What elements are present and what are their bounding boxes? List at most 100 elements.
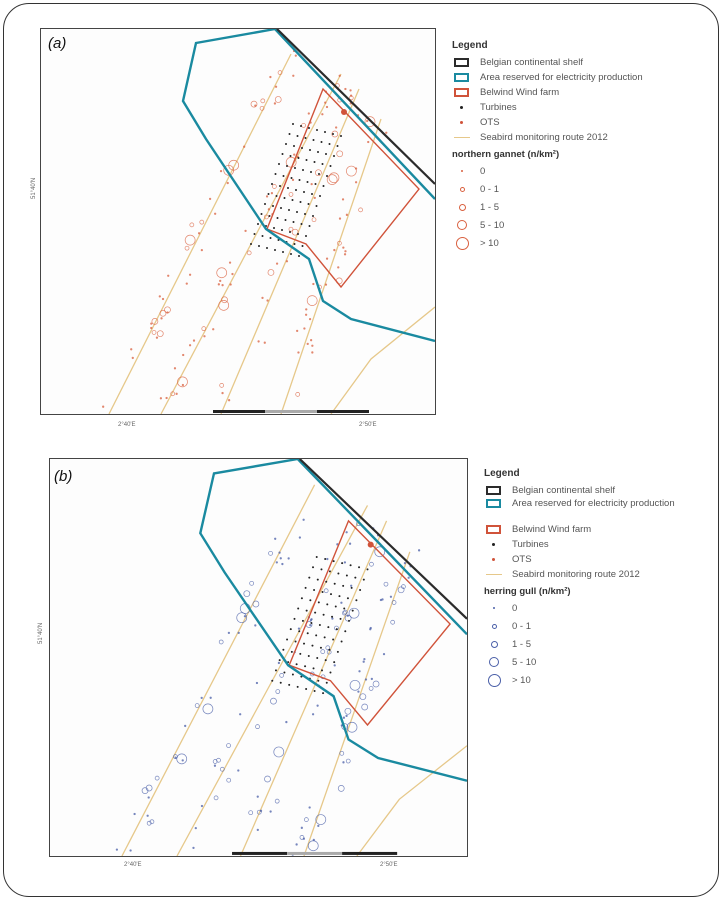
turbine-marker: [273, 227, 275, 229]
density-class: > 10: [484, 671, 714, 689]
turbine-marker: [300, 223, 303, 225]
map-panel-b: [49, 458, 468, 857]
bird-observation-marker: [279, 673, 285, 678]
bird-observation-marker: [345, 714, 348, 718]
bird-observation-marker: [337, 785, 345, 792]
bird-observation-marker: [316, 704, 319, 707]
turbine-marker: [272, 205, 274, 207]
density-circle-icon: [452, 183, 472, 195]
legend-item: Belgian continental shelf: [484, 483, 714, 498]
bird-observation-marker: [161, 297, 165, 301]
turbine-marker: [304, 137, 307, 139]
turbine-marker: [331, 615, 334, 618]
density-class: 0: [452, 162, 717, 180]
bird-observation-marker: [273, 746, 285, 758]
bird-observation-marker: [228, 261, 232, 264]
bird-observation-marker: [219, 279, 222, 282]
turbine-marker: [310, 171, 312, 173]
bird-observation-marker: [254, 104, 257, 107]
continental-shelf-boundary: [299, 459, 467, 620]
turbine-marker: [281, 229, 283, 231]
bird-observation-marker: [326, 174, 338, 185]
bird-observation-marker: [200, 696, 203, 700]
bird-observation-marker: [337, 240, 342, 246]
turbine-marker: [321, 669, 324, 672]
bird-observation-marker: [213, 764, 217, 767]
bird-observation-marker: [212, 759, 218, 764]
survey-route-line: [239, 520, 388, 856]
bird-observation-marker: [184, 724, 187, 728]
turbine-marker: [303, 191, 305, 193]
bird-observation-marker: [244, 229, 247, 233]
bird-observation-marker: [146, 820, 152, 826]
turbine-marker: [317, 151, 319, 153]
bird-observation-marker: [307, 840, 319, 852]
turbine-marker: [274, 669, 277, 672]
bird-observation-marker: [403, 562, 407, 565]
bird-observation-marker: [189, 222, 195, 228]
turbine-marker: [328, 570, 331, 573]
turbine-marker: [325, 153, 327, 155]
bird-observation-marker: [328, 172, 340, 184]
bird-observation-marker: [313, 196, 316, 200]
density-class: > 10: [452, 234, 717, 252]
turbine-marker: [294, 167, 296, 169]
density-class-label: 0: [480, 165, 486, 177]
bird-observation-marker: [259, 105, 265, 111]
density-circle-icon: [452, 165, 472, 177]
turbine-marker: [301, 619, 304, 622]
legend-item: Area reserved for electricity production: [452, 70, 717, 85]
turbine-marker: [298, 179, 301, 181]
turbine-marker: [354, 576, 357, 579]
bird-observation-marker: [343, 561, 347, 564]
bird-observation-marker: [344, 707, 352, 715]
turbine-marker: [322, 185, 325, 187]
turbine-marker: [253, 233, 256, 235]
bird-observation-marker: [250, 100, 258, 108]
bird-observation-marker: [308, 318, 312, 321]
bird-observation-marker: [181, 759, 184, 762]
bird-observation-marker: [151, 318, 159, 325]
turbine-marker: [305, 159, 308, 161]
bird-observation-marker: [267, 208, 271, 211]
bird-observation-marker: [167, 274, 170, 277]
turbine-marker: [282, 648, 285, 651]
bird-observation-marker: [288, 226, 294, 232]
turbine-marker: [285, 143, 287, 145]
legend-symbol-rect: [484, 524, 504, 536]
bird-observation-marker: [277, 661, 281, 665]
turbine-marker: [324, 659, 327, 662]
bird-observation-marker: [293, 153, 296, 156]
turbine-marker: [278, 659, 281, 662]
bird-observation-marker: [281, 562, 284, 566]
lon-label-b-1: 2°40'E: [124, 862, 142, 868]
legend-label: Seabird monitoring route 2012: [512, 569, 640, 580]
bird-observation-marker: [342, 610, 347, 616]
panel-label-a: (a): [48, 35, 67, 52]
turbine-marker: [304, 665, 307, 668]
bird-observation-marker: [359, 693, 367, 701]
bird-observation-marker: [221, 296, 228, 304]
turbine-marker: [274, 249, 276, 251]
bird-observation-marker: [192, 846, 195, 849]
turbine-marker: [336, 145, 339, 147]
bird-observation-marker: [340, 601, 343, 604]
turbine-marker: [320, 141, 323, 143]
turbine-marker: [340, 135, 342, 137]
bird-observation-marker: [358, 207, 363, 213]
bird-observation-marker: [342, 716, 346, 719]
bird-observation-marker: [354, 167, 358, 170]
bird-observation-marker: [324, 101, 327, 104]
legend-label: Turbines: [480, 102, 517, 113]
turbine-marker: [350, 586, 353, 589]
turbine-marker: [283, 197, 286, 199]
bird-observation-marker: [159, 397, 163, 400]
turbine-marker: [269, 237, 272, 239]
bird-observation-marker: [175, 392, 178, 395]
legend-b: Legend Belgian continental shelf Area rese…: [484, 468, 714, 689]
density-circle-icon: [452, 236, 472, 250]
bird-observation-marker: [249, 580, 255, 586]
bird-observation-marker: [209, 696, 212, 699]
bird-observation-marker: [248, 810, 254, 816]
scale-bar-segment: [265, 410, 317, 413]
